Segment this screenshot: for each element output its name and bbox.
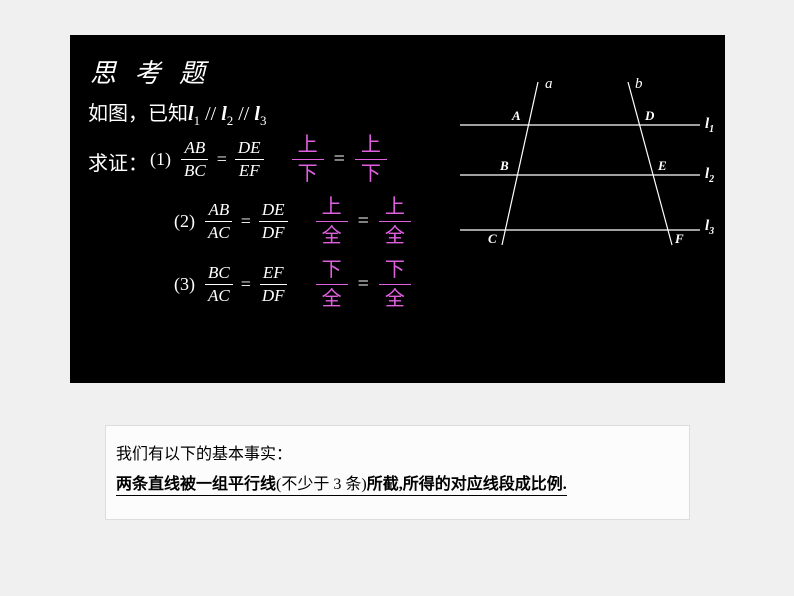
svg-text:b: b [635, 76, 643, 92]
chinese-fraction: 上 全 [379, 195, 411, 248]
equation-1: (1) AB BC = DE EF 上 下 = 上 下 [150, 133, 393, 186]
chinese-fraction: 上 下 [292, 133, 324, 186]
slide: 思 考 题 如图，已知l1 // l2 // l3 求证： (1) AB BC … [70, 35, 725, 383]
fraction: DE EF [235, 138, 264, 180]
chinese-fraction: 上 下 [355, 133, 387, 186]
fraction: BC AC [205, 263, 233, 305]
eq-num: (2) [174, 211, 195, 232]
equals: = [358, 210, 369, 233]
footnote-line2: 两条直线被一组平行线(不少于 3 条)所截,所得的对应线段成比例. [116, 470, 679, 500]
svg-text:l3: l3 [705, 218, 714, 237]
equals: = [241, 211, 251, 232]
fraction: AB BC [181, 138, 209, 180]
equation-3: (3) BC AC = EF DF 下 全 = 下 全 [174, 258, 417, 311]
fraction: DE DF [259, 200, 288, 242]
equals: = [217, 149, 227, 170]
given-text: 如图，已知l1 // l2 // l3 [88, 97, 266, 129]
svg-text:E: E [657, 158, 667, 173]
prove-label: 求证： [88, 147, 148, 176]
given-prefix: 如图，已知 [88, 103, 188, 125]
equals: = [358, 273, 369, 296]
slide-title: 思 考 题 [90, 53, 211, 90]
svg-text:l1: l1 [705, 116, 714, 135]
equals: = [334, 148, 345, 171]
svg-text:F: F [674, 231, 684, 246]
svg-text:A: A [511, 108, 521, 123]
svg-text:a: a [545, 76, 553, 92]
footnote-box: 我们有以下的基本事实： 两条直线被一组平行线(不少于 3 条)所截,所得的对应线… [105, 425, 690, 520]
fraction: EF DF [259, 263, 288, 305]
parallel-lines-diagram: a b l1 l2 l3 A B C D E F [450, 70, 720, 250]
svg-text:l2: l2 [705, 166, 714, 185]
chinese-fraction: 下 全 [379, 258, 411, 311]
chinese-fraction: 下 全 [316, 258, 348, 311]
svg-text:C: C [488, 231, 497, 246]
eq-num: (3) [174, 274, 195, 295]
svg-text:B: B [499, 158, 509, 173]
footnote-line1: 我们有以下的基本事实： [116, 440, 679, 470]
eq-num: (1) [150, 149, 171, 170]
equals: = [241, 274, 251, 295]
chinese-fraction: 上 全 [316, 195, 348, 248]
equation-2: (2) AB AC = DE DF 上 全 = 上 全 [174, 195, 417, 248]
svg-text:D: D [644, 108, 655, 123]
fraction: AB AC [205, 200, 233, 242]
